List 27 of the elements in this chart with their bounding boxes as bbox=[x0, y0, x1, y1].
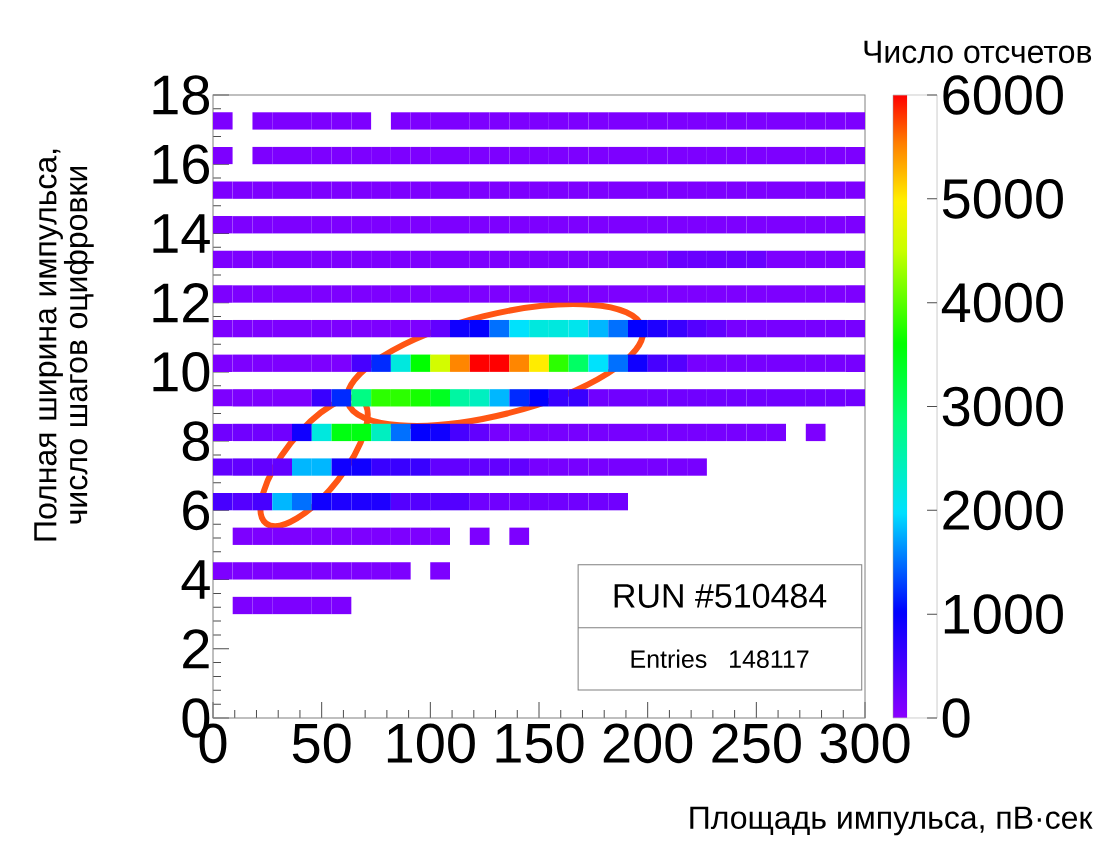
x-tick-label: 150 bbox=[496, 723, 584, 764]
color-bar-label: 4000 bbox=[941, 282, 1063, 323]
y-tick-label: 18 bbox=[153, 75, 210, 115]
color-bar-label: 5000 bbox=[942, 179, 1063, 219]
color-bar-label: 6000 bbox=[943, 75, 1063, 115]
y-tick-label: 8 bbox=[182, 421, 210, 461]
color-bar-title: Число отсчетов bbox=[864, 40, 1092, 64]
y-tick-label: 6 bbox=[183, 490, 210, 531]
color-bar-label: 3000 bbox=[942, 386, 1063, 427]
annotation: Entries 148117 bbox=[631, 649, 809, 668]
y-axis-title: Полная ширина импульса, число шагов оцифровки bbox=[34, 149, 94, 541]
color-bar-label: 2000 bbox=[943, 490, 1063, 531]
x-axis-title: Площадь импульса, пВ·сек bbox=[690, 806, 1093, 836]
x-tick-label: 250 bbox=[712, 723, 801, 764]
annotation: RUN #510484 bbox=[614, 583, 827, 608]
color-bar-label: 0 bbox=[942, 698, 970, 738]
y-tick-label: 14 bbox=[153, 214, 210, 253]
y-tick-label: 4 bbox=[181, 560, 210, 599]
x-tick-label: 50 bbox=[292, 723, 351, 764]
color-bar-label: 1000 bbox=[944, 594, 1063, 634]
x-tick-label: 200 bbox=[603, 723, 693, 764]
y-tick-label: 10 bbox=[153, 352, 210, 392]
y-tick-label: 16 bbox=[153, 144, 210, 185]
x-tick-label: 300 bbox=[820, 723, 910, 764]
x-tick-label: 100 bbox=[387, 723, 475, 764]
y-tick-label: 12 bbox=[153, 283, 209, 323]
y-tick-label: 2 bbox=[183, 629, 209, 669]
